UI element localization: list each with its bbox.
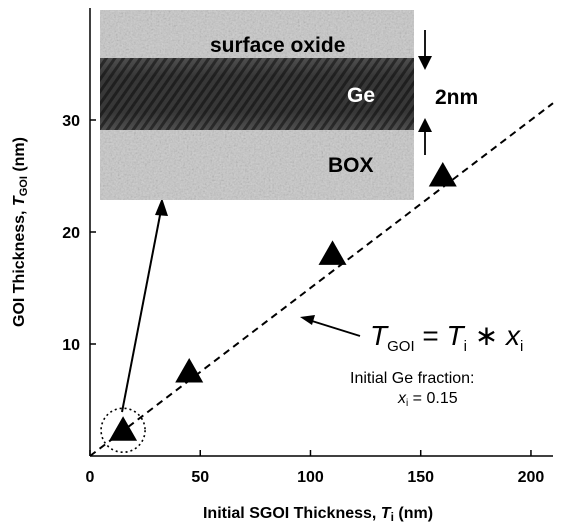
thickness-indicator: 2nm xyxy=(418,30,478,155)
fit-line xyxy=(89,102,554,457)
x-tick-label: 0 xyxy=(86,469,95,486)
fraction-value: = 0.15 xyxy=(408,390,457,407)
tem-inset: surface oxide Ge BOX xyxy=(100,10,414,200)
x-axis-title-unit: (nm) xyxy=(394,505,433,522)
x-axis-title-sub: i xyxy=(391,510,394,524)
y-axis-title-var: T xyxy=(11,195,28,206)
y-tick-label: 20 xyxy=(62,225,80,242)
x-tick-label: 100 xyxy=(297,469,324,486)
fraction-sub: i xyxy=(406,398,408,409)
data-markers xyxy=(109,162,457,441)
tem-label-surface-oxide: surface oxide xyxy=(210,34,345,57)
y-axis-title-sub: GOI xyxy=(18,176,30,196)
data-point-triangle xyxy=(428,162,457,187)
y-axis-title-main: GOI Thickness, xyxy=(11,206,28,327)
data-point-triangle xyxy=(318,240,347,265)
fraction-line1: Initial Ge fraction: xyxy=(350,370,475,387)
fraction-line2: xi = 0.15 xyxy=(397,390,458,409)
x-axis-title: Initial SGOI Thickness, Ti (nm) xyxy=(203,505,433,524)
y-tick-label: 10 xyxy=(62,337,80,354)
fit-pointer-arrow xyxy=(311,320,361,337)
y-tick-label: 30 xyxy=(62,113,80,130)
inset-pointer-arrow xyxy=(121,209,162,413)
fraction-var: x xyxy=(397,390,407,407)
highlight-circle xyxy=(100,407,146,454)
data-point-triangle xyxy=(175,358,204,383)
thickness-top-arrowhead xyxy=(418,56,432,70)
y-axis-ticks: 10 20 30 xyxy=(62,113,96,354)
x-axis-title-main: Initial SGOI Thickness, xyxy=(203,505,381,522)
equation-lhs-var: T xyxy=(370,320,389,351)
fit-pointer-arrowhead xyxy=(300,315,315,325)
x-tick-label: 200 xyxy=(518,469,545,486)
equation-x-var: x xyxy=(504,320,521,351)
tem-ge-layer-shade xyxy=(100,58,414,130)
equation: TGOI = Ti ∗ xi xyxy=(370,320,523,355)
x-axis-title-var: T xyxy=(381,505,392,522)
thickness-label: 2nm xyxy=(435,86,478,109)
data-point-triangle xyxy=(109,416,138,441)
equation-x-sub: i xyxy=(520,338,523,355)
equation-t-sub: i xyxy=(464,338,467,355)
tem-label-ge: Ge xyxy=(347,84,375,107)
y-axis-title-unit: (nm) xyxy=(11,137,28,176)
inset-pointer-arrowhead xyxy=(155,198,168,216)
equation-times: ∗ xyxy=(467,320,506,351)
equation-t-var: T xyxy=(447,320,466,351)
thickness-bottom-arrowhead xyxy=(418,118,432,132)
equation-op: = xyxy=(415,320,447,351)
x-tick-label: 150 xyxy=(407,469,434,486)
equation-lhs-sub: GOI xyxy=(387,338,415,355)
y-axis-title: GOI Thickness, TGOI (nm) xyxy=(11,137,30,327)
tem-label-box: BOX xyxy=(328,154,374,177)
x-tick-label: 50 xyxy=(191,469,209,486)
x-axis-ticks: 0 50 100 150 200 xyxy=(86,450,545,486)
